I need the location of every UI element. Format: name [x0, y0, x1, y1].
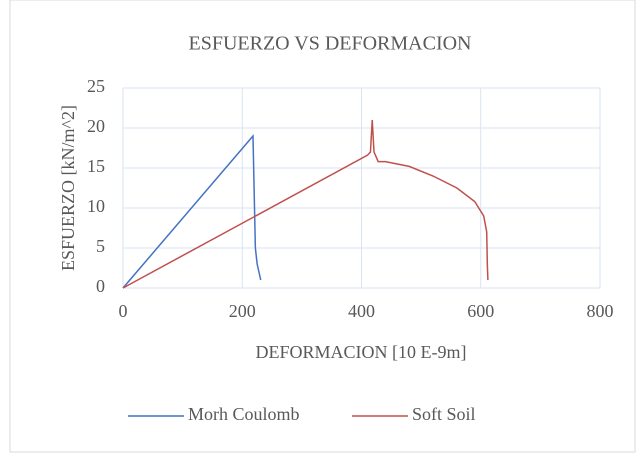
y-tick-label: 25	[87, 76, 105, 96]
y-tick-label: 10	[87, 196, 105, 216]
line	[122, 134, 262, 289]
chart-title: ESFUERZO VS DEFORMACION	[188, 33, 471, 55]
legend-label: Soft Soil	[412, 404, 476, 424]
chart-frame	[9, 0, 636, 453]
x-tick-label: 200	[229, 301, 256, 321]
y-tick-label: 5	[96, 236, 105, 256]
line	[122, 119, 489, 289]
legend-label: Morh Coulomb	[188, 404, 300, 424]
y-tick-label: 0	[96, 276, 105, 296]
x-tick-label: 400	[348, 301, 375, 321]
x-axis-label: DEFORMACION [10 E-9m]	[256, 342, 467, 362]
y-tick-label: 15	[87, 156, 105, 176]
y-axis-label: ESFUERZO [kN/m^2]	[58, 105, 78, 271]
x-tick-label: 600	[467, 301, 494, 321]
y-tick-label: 20	[87, 116, 105, 136]
x-tick-label: 0	[119, 301, 128, 321]
x-tick-label: 800	[587, 301, 614, 321]
